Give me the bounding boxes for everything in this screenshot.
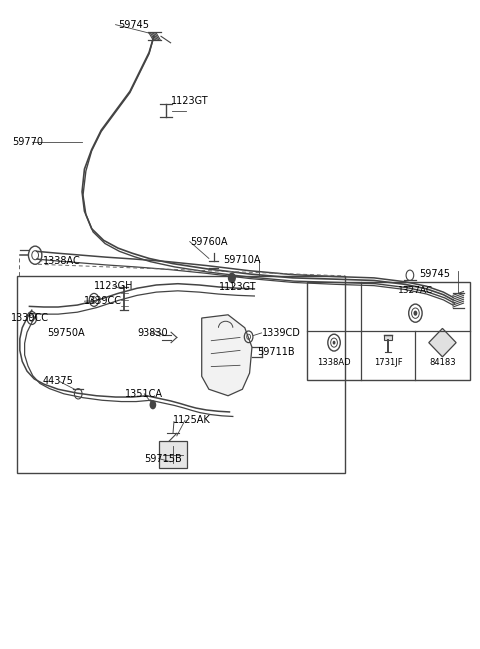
Polygon shape	[429, 328, 456, 357]
Bar	[158, 441, 187, 469]
Text: 59770: 59770	[12, 137, 44, 147]
Text: 1351CA: 1351CA	[125, 389, 163, 398]
Bar	[17, 276, 345, 474]
Text: 93830: 93830	[137, 328, 168, 338]
Circle shape	[333, 341, 336, 345]
Text: 1123GH: 1123GH	[94, 280, 133, 291]
Polygon shape	[202, 315, 252, 396]
Text: 1123GT: 1123GT	[170, 96, 208, 106]
Text: 59745: 59745	[420, 269, 450, 279]
Text: 1338AD: 1338AD	[317, 358, 351, 367]
Text: 59760A: 59760A	[190, 237, 227, 247]
Text: 59750A: 59750A	[48, 328, 85, 338]
Circle shape	[150, 400, 156, 410]
Text: 44375: 44375	[43, 376, 74, 387]
Bar	[384, 335, 392, 340]
Text: 1339CC: 1339CC	[84, 296, 122, 306]
Text: 1339CC: 1339CC	[11, 313, 49, 323]
Text: 1125AK: 1125AK	[173, 415, 211, 425]
Bar	[307, 282, 470, 380]
Text: 59745: 59745	[118, 19, 149, 30]
Circle shape	[228, 273, 235, 282]
Text: 1123GT: 1123GT	[218, 282, 256, 292]
Text: 1731JF: 1731JF	[374, 358, 402, 367]
Circle shape	[413, 311, 417, 316]
Text: 59710A: 59710A	[223, 255, 261, 265]
Text: 59715B: 59715B	[144, 454, 182, 463]
Text: 1338AC: 1338AC	[43, 256, 81, 266]
Text: 59711B: 59711B	[257, 347, 294, 357]
Text: 84183: 84183	[429, 358, 456, 367]
Text: 1339CD: 1339CD	[262, 328, 300, 338]
Text: 1327AC: 1327AC	[398, 286, 433, 295]
